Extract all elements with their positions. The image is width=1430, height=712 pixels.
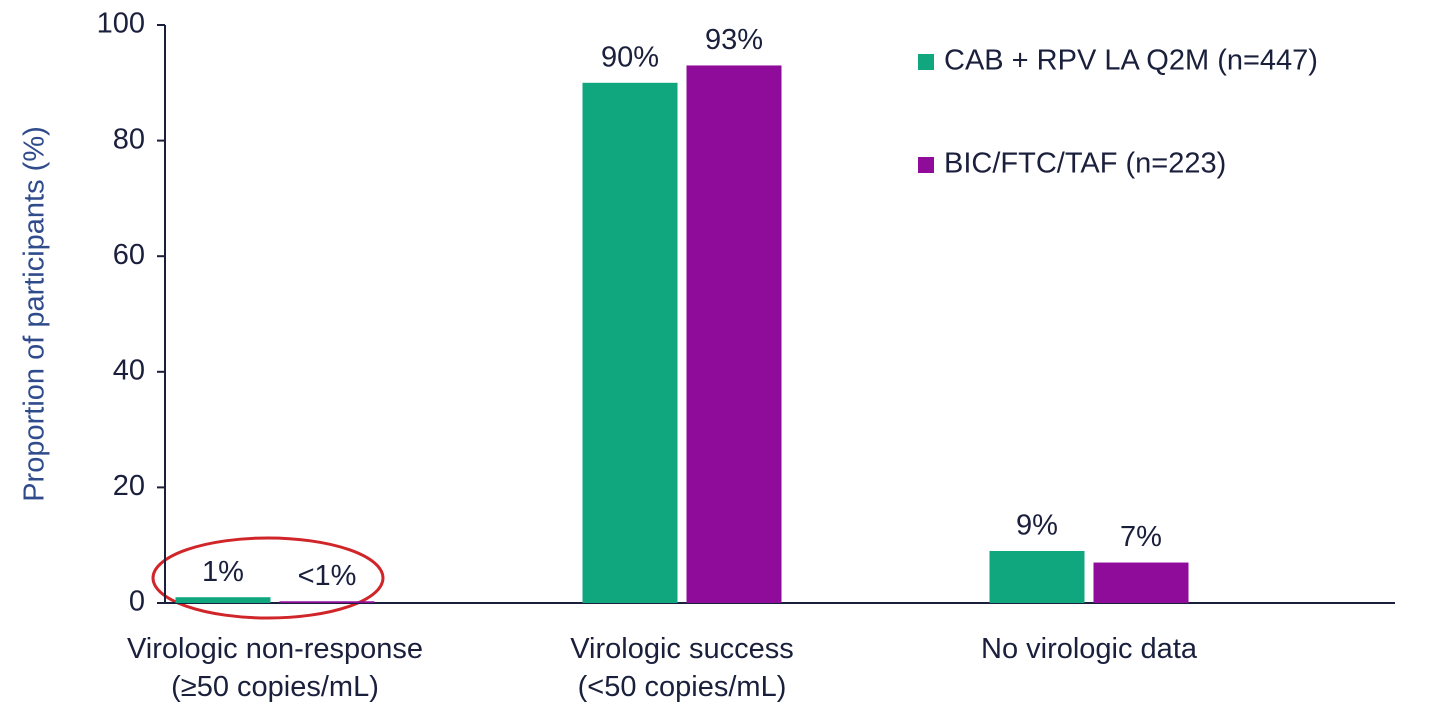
y-tick-label: 60 <box>113 239 145 271</box>
bar <box>279 601 375 603</box>
legend-label: CAB + RPV LA Q2M (n=447) <box>944 45 1318 77</box>
value-label: 90% <box>601 41 659 73</box>
legend-swatch <box>918 157 934 173</box>
value-label: 7% <box>1120 521 1162 553</box>
y-tick-label: 20 <box>113 470 145 502</box>
x-tick-label-line: No virologic data <box>981 633 1198 665</box>
value-label: <1% <box>298 560 357 592</box>
legend-label: BIC/FTC/TAF (n=223) <box>944 148 1226 180</box>
x-tick-label-line: (≥50 copies/mL) <box>171 671 379 703</box>
x-tick-label: Virologic non-response (≥50 copies/mL) <box>127 633 423 703</box>
x-tick-label: Virologic success (<50 copies/mL) <box>570 633 794 703</box>
y-tick-label: 80 <box>113 123 145 155</box>
bar <box>1093 562 1189 603</box>
x-tick-label-line: Virologic success <box>570 633 794 665</box>
bar <box>582 82 678 604</box>
y-tick-label: 100 <box>97 8 145 40</box>
legend-swatch <box>918 54 934 70</box>
value-label: 1% <box>202 556 244 588</box>
bar <box>175 597 271 603</box>
x-tick-label: No virologic data <box>981 633 1198 665</box>
x-tick-label-line: Virologic non-response <box>127 633 423 665</box>
y-tick-label: 0 <box>129 586 145 618</box>
y-tick-label: 40 <box>113 354 145 386</box>
x-tick-label-line: (<50 copies/mL) <box>578 671 787 703</box>
bar <box>686 65 782 603</box>
bar <box>989 550 1085 603</box>
highlight-circle <box>151 536 385 620</box>
value-label: 93% <box>705 24 763 56</box>
value-label: 9% <box>1016 510 1058 542</box>
y-axis-label: Proportion of participants (%) <box>19 126 51 502</box>
